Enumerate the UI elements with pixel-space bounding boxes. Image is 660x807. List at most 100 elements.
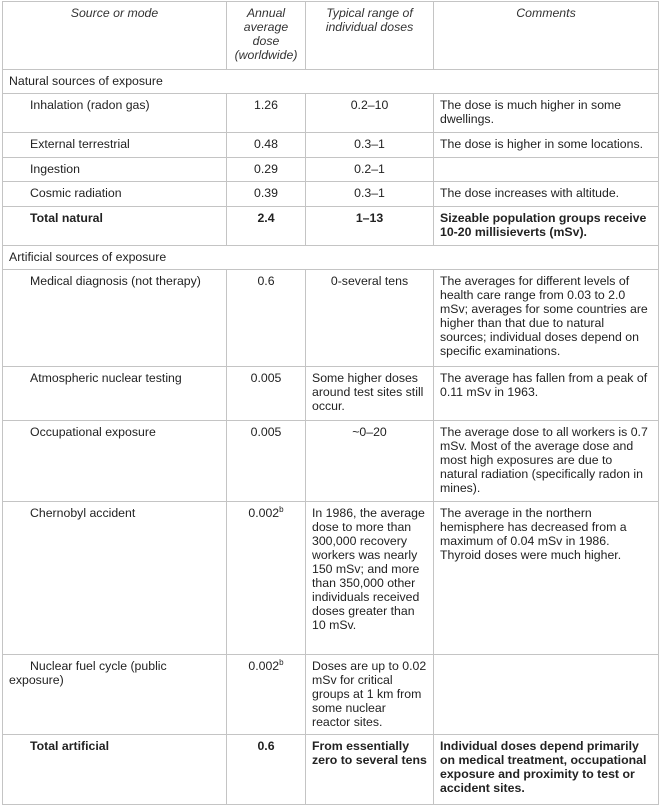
- source-cell: Cosmic radiation: [2, 181, 227, 207]
- section-row: Artificial sources of exposure: [2, 245, 659, 270]
- total-comment-cell-text: Individual doses depend primarily on med…: [440, 739, 647, 795]
- comment-cell-text: The dose is higher in some locations.: [440, 137, 644, 151]
- range-cell: ~0–20: [305, 420, 434, 502]
- dose-cell-text: 0.39: [254, 186, 278, 200]
- source-cell: Ingestion: [2, 157, 227, 182]
- comment-cell-text: The averages for different levels of hea…: [440, 274, 648, 358]
- table-row: Chernobyl accident 0.002b In 1986, the ave…: [2, 501, 659, 655]
- dose-cell: 0.005: [226, 366, 306, 421]
- dose-cell: 0.002b: [226, 501, 306, 655]
- comment-cell-text: The average in the northern hemisphere h…: [440, 506, 627, 562]
- header-source: Source or mode: [2, 1, 227, 70]
- comment-cell: The dose is much higher in some dwelling…: [433, 93, 659, 133]
- dose-cell-text: 0.48: [254, 137, 278, 151]
- source-cell: Nuclear fuel cycle (public exposure): [2, 654, 227, 735]
- dose-cell-text: 0.005: [250, 371, 282, 385]
- dose-cell: 0.39: [226, 181, 306, 207]
- source-cell-text: Ingestion: [30, 162, 80, 176]
- total-range-cell: 1–13: [305, 206, 434, 246]
- comment-cell-text: The dose is much higher in some dwelling…: [440, 98, 622, 126]
- table-row: Inhalation (radon gas) 1.26 0.2–10 The dose…: [2, 93, 659, 133]
- dose-cell: 0.005: [226, 420, 306, 502]
- section-title: Artificial sources of exposure: [2, 245, 659, 270]
- table-row: Medical diagnosis (not therapy) 0.6 0-seve…: [2, 269, 659, 367]
- total-dose-cell-text: 0.6: [257, 739, 275, 753]
- range-cell-text: In 1986, the average dose to more than 3…: [312, 506, 425, 632]
- dose-cell-text: 0.6: [257, 274, 275, 288]
- range-cell: In 1986, the average dose to more than 3…: [305, 501, 434, 655]
- range-cell-text: 0.3–1: [354, 186, 385, 200]
- footnote-marker: b: [279, 505, 284, 514]
- dose-cell: 0.002b: [226, 654, 306, 735]
- source-cell-text: Chernobyl accident: [30, 506, 136, 520]
- dose-cell: 0.6: [226, 269, 306, 367]
- range-cell: 0.3–1: [305, 181, 434, 207]
- range-cell-text: Some higher doses around test sites stil…: [312, 371, 424, 413]
- comment-cell-text: The average dose to all workers is 0.7 m…: [440, 425, 648, 495]
- range-cell: Some higher doses around test sites stil…: [305, 366, 434, 421]
- source-cell-text: Occupational exposure: [30, 425, 156, 439]
- total-source-cell-text: Total natural: [30, 211, 103, 225]
- source-cell-text: Cosmic radiation: [30, 186, 122, 200]
- dose-cell-text: 0.005: [250, 425, 282, 439]
- total-dose-cell: 0.6: [226, 734, 306, 805]
- dose-cell-text: 0.29: [254, 162, 278, 176]
- range-cell: Doses are up to 0.02 mSv for critical gr…: [305, 654, 434, 735]
- total-dose-cell: 2.4: [226, 206, 306, 246]
- source-cell-text: Nuclear fuel cycle (public exposure): [9, 659, 167, 687]
- section-title: Natural sources of exposure: [2, 69, 659, 94]
- range-cell-text: 0.3–1: [354, 137, 385, 151]
- source-cell-text: Inhalation (radon gas): [30, 98, 150, 112]
- source-cell: Occupational exposure: [2, 420, 227, 502]
- source-cell: Atmospheric nuclear testing: [2, 366, 227, 421]
- range-cell-text: Doses are up to 0.02 mSv for critical gr…: [312, 659, 427, 729]
- table-row: External terrestrial 0.48 0.3–1 The dose is…: [2, 132, 659, 158]
- dose-cell-text: 1.26: [254, 98, 278, 112]
- dose-cell: 0.29: [226, 157, 306, 182]
- total-comment-cell-text: Sizeable population groups receive 10-20…: [440, 211, 647, 239]
- range-cell: 0.2–1: [305, 157, 434, 182]
- total-source-cell: Total natural: [2, 206, 227, 246]
- source-cell-text: Atmospheric nuclear testing: [30, 371, 182, 385]
- dose-cell: 0.48: [226, 132, 306, 158]
- source-cell: External terrestrial: [2, 132, 227, 158]
- source-cell: Chernobyl accident: [2, 501, 227, 655]
- range-cell-text: 0-several tens: [330, 274, 409, 288]
- comment-cell-text: The dose increases with altitude.: [440, 186, 620, 200]
- range-cell: 0-several tens: [305, 269, 434, 367]
- total-source-cell: Total artificial: [2, 734, 227, 805]
- range-cell-text: 0.2–1: [354, 162, 385, 176]
- table-row: Nuclear fuel cycle (public exposure) 0.00…: [2, 654, 659, 735]
- comment-cell-text: The average has fallen from a peak of 0.…: [440, 371, 648, 399]
- header-range: Typical range of individual doses: [305, 1, 434, 70]
- section-row: Natural sources of exposure: [2, 69, 659, 94]
- total-row: Total natural 2.4 1–13 Sizeable population …: [2, 206, 659, 246]
- header-row: Source or mode Annual average dose (worl…: [2, 1, 659, 70]
- total-range-cell: From essentially zero to several tens: [305, 734, 434, 805]
- footnote-marker: b: [279, 658, 284, 667]
- total-source-cell-text: Total artificial: [30, 739, 110, 753]
- comment-cell: The averages for different levels of hea…: [433, 269, 659, 367]
- dose-cell-text: 0.002: [248, 659, 280, 673]
- comment-cell: [433, 157, 659, 182]
- comment-cell: [433, 654, 659, 735]
- table-row: Cosmic radiation 0.39 0.3–1 The dose increa…: [2, 181, 659, 207]
- total-row: Total artificial 0.6 From essentially zero…: [2, 734, 659, 805]
- comment-cell: The dose increases with altitude.: [433, 181, 659, 207]
- source-cell: Medical diagnosis (not therapy): [2, 269, 227, 367]
- comment-cell: The average dose to all workers is 0.7 m…: [433, 420, 659, 502]
- table-row: Ingestion 0.29 0.2–1: [2, 157, 659, 182]
- total-range-cell-text: From essentially zero to several tens: [312, 739, 427, 767]
- comment-cell: The average in the northern hemisphere h…: [433, 501, 659, 655]
- range-cell-text: 0.2–10: [350, 98, 389, 112]
- total-dose-cell-text: 2.4: [257, 211, 275, 225]
- header-annual-dose: Annual average dose (worldwide): [226, 1, 306, 70]
- total-comment-cell: Sizeable population groups receive 10-20…: [433, 206, 659, 246]
- header-comments: Comments: [433, 1, 659, 70]
- dose-cell: 1.26: [226, 93, 306, 133]
- comment-cell: The average has fallen from a peak of 0.…: [433, 366, 659, 421]
- section-title-text: Natural sources of exposure: [9, 74, 163, 88]
- section-title-text: Artificial sources of exposure: [9, 250, 167, 264]
- total-comment-cell: Individual doses depend primarily on med…: [433, 734, 659, 805]
